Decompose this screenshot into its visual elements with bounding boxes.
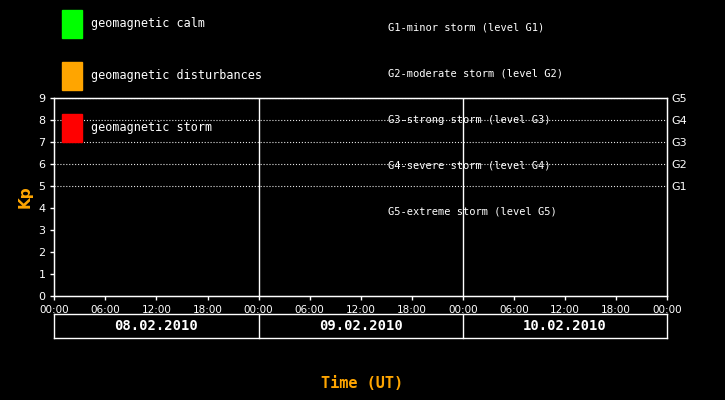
Text: geomagnetic storm: geomagnetic storm bbox=[91, 122, 212, 134]
Text: 08.02.2010: 08.02.2010 bbox=[115, 319, 199, 333]
Y-axis label: Kp: Kp bbox=[17, 186, 33, 208]
Text: geomagnetic disturbances: geomagnetic disturbances bbox=[91, 70, 262, 82]
Text: geomagnetic calm: geomagnetic calm bbox=[91, 18, 204, 30]
Text: 10.02.2010: 10.02.2010 bbox=[523, 319, 607, 333]
Text: G2-moderate storm (level G2): G2-moderate storm (level G2) bbox=[388, 69, 563, 79]
Text: Time (UT): Time (UT) bbox=[321, 376, 404, 392]
Text: 09.02.2010: 09.02.2010 bbox=[319, 319, 402, 333]
Text: G5-extreme storm (level G5): G5-extreme storm (level G5) bbox=[388, 207, 557, 217]
Text: G4-severe storm (level G4): G4-severe storm (level G4) bbox=[388, 161, 550, 171]
Text: G1-minor storm (level G1): G1-minor storm (level G1) bbox=[388, 23, 544, 33]
Text: G3-strong storm (level G3): G3-strong storm (level G3) bbox=[388, 115, 550, 125]
